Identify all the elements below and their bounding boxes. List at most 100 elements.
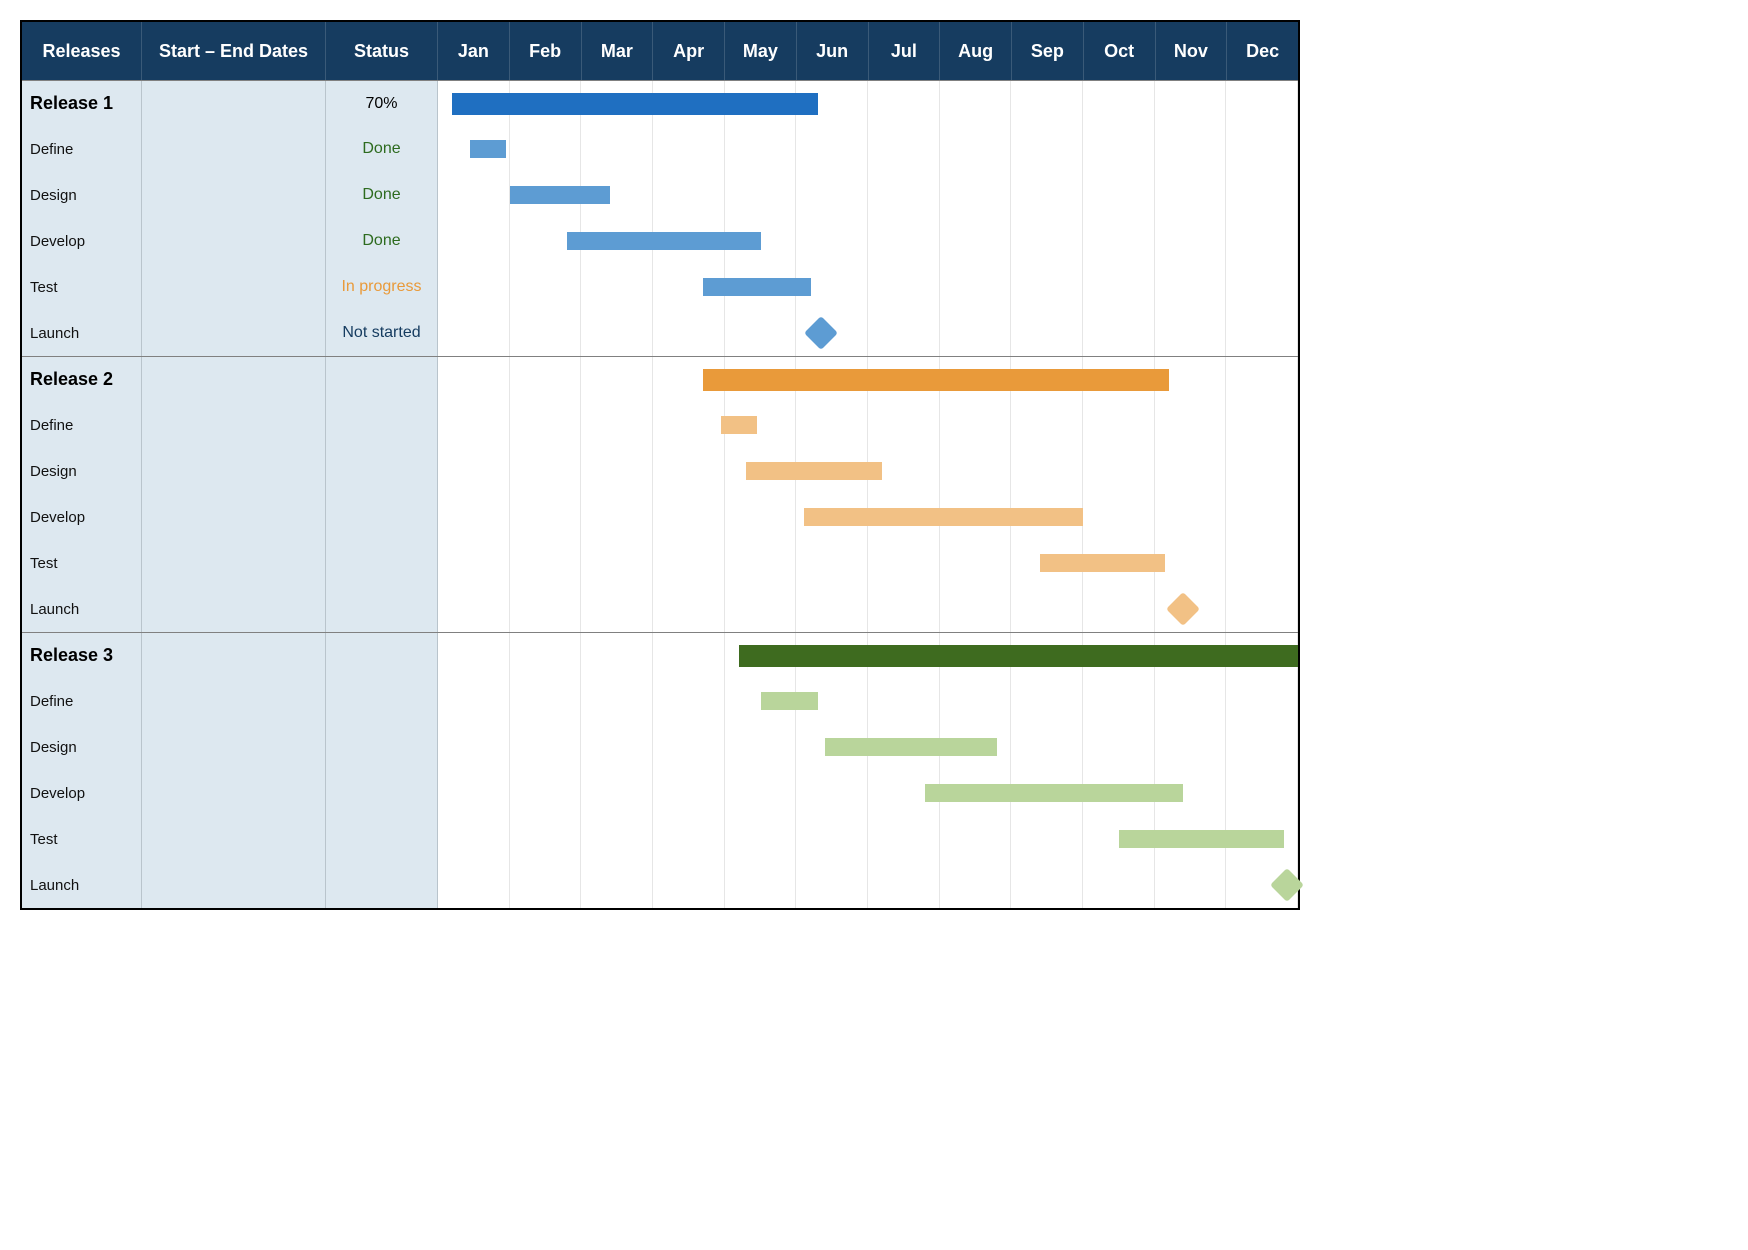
timeline-header: JanFebMarAprMayJunJulAugSepOctNovDec: [438, 22, 1298, 80]
task-row-2-3: Develop: [22, 494, 1298, 540]
release-row-2: Release 2: [22, 356, 1298, 402]
task-status: [326, 586, 438, 632]
task-dates: [142, 678, 326, 724]
task-name: Test: [22, 816, 142, 862]
task-bar: [510, 186, 610, 204]
task-timeline: [438, 770, 1298, 816]
month-col-oct: Oct: [1084, 22, 1156, 80]
task-bar: [746, 462, 882, 480]
task-status: Done: [326, 172, 438, 218]
task-status: [326, 678, 438, 724]
task-status: [326, 770, 438, 816]
task-timeline: [438, 586, 1298, 632]
release-dates: [142, 357, 326, 402]
task-dates: [142, 126, 326, 172]
milestone-diamond: [1166, 592, 1200, 626]
col-header-status: Status: [326, 22, 438, 80]
task-timeline: [438, 218, 1298, 264]
task-timeline: [438, 126, 1298, 172]
release-timeline: [438, 81, 1298, 126]
task-row-3-3: Develop: [22, 770, 1298, 816]
release-timeline: [438, 633, 1298, 678]
month-col-dec: Dec: [1227, 22, 1298, 80]
task-dates: [142, 816, 326, 862]
task-name: Design: [22, 724, 142, 770]
task-status: [326, 862, 438, 908]
release-row-3: Release 3: [22, 632, 1298, 678]
task-bar: [721, 416, 757, 434]
milestone-diamond: [1270, 868, 1304, 902]
task-bar: [925, 784, 1183, 802]
task-row-1-5: Launch Not started: [22, 310, 1298, 356]
release-status: [326, 633, 438, 678]
task-dates: [142, 586, 326, 632]
task-name: Launch: [22, 862, 142, 908]
task-name: Test: [22, 540, 142, 586]
task-status: [326, 724, 438, 770]
month-col-aug: Aug: [940, 22, 1012, 80]
month-col-jul: Jul: [869, 22, 941, 80]
task-timeline: [438, 402, 1298, 448]
task-timeline: [438, 540, 1298, 586]
task-bar: [1119, 830, 1284, 848]
month-col-jun: Jun: [797, 22, 869, 80]
task-row-2-2: Design: [22, 448, 1298, 494]
task-name: Define: [22, 678, 142, 724]
task-dates: [142, 540, 326, 586]
task-row-1-3: Develop Done: [22, 218, 1298, 264]
task-status: [326, 494, 438, 540]
task-timeline: [438, 494, 1298, 540]
release-row-1: Release 1 70%: [22, 80, 1298, 126]
task-row-1-2: Design Done: [22, 172, 1298, 218]
milestone-diamond: [804, 316, 838, 350]
task-name: Design: [22, 172, 142, 218]
header-row: Releases Start – End Dates Status JanFeb…: [22, 22, 1298, 80]
release-name: Release 3: [22, 633, 142, 678]
task-name: Define: [22, 126, 142, 172]
release-name: Release 2: [22, 357, 142, 402]
task-status: [326, 402, 438, 448]
task-dates: [142, 448, 326, 494]
release-timeline: [438, 357, 1298, 402]
col-header-dates: Start – End Dates: [142, 22, 326, 80]
task-name: Launch: [22, 586, 142, 632]
task-bar: [825, 738, 997, 756]
task-name: Launch: [22, 310, 142, 356]
col-header-releases: Releases: [22, 22, 142, 80]
task-bar: [761, 692, 818, 710]
task-status: [326, 448, 438, 494]
month-col-apr: Apr: [653, 22, 725, 80]
task-status: [326, 816, 438, 862]
month-col-nov: Nov: [1156, 22, 1228, 80]
task-name: Design: [22, 448, 142, 494]
task-row-1-4: Test In progress: [22, 264, 1298, 310]
task-timeline: [438, 172, 1298, 218]
task-name: Test: [22, 264, 142, 310]
task-dates: [142, 264, 326, 310]
task-status: [326, 540, 438, 586]
task-row-3-1: Define: [22, 678, 1298, 724]
task-dates: [142, 218, 326, 264]
task-timeline: [438, 678, 1298, 724]
task-timeline: [438, 310, 1298, 356]
task-dates: [142, 862, 326, 908]
month-col-sep: Sep: [1012, 22, 1084, 80]
month-col-mar: Mar: [582, 22, 654, 80]
task-timeline: [438, 862, 1298, 908]
task-bar: [804, 508, 1084, 526]
release-dates: [142, 81, 326, 126]
task-row-2-1: Define: [22, 402, 1298, 448]
task-timeline: [438, 724, 1298, 770]
task-row-3-2: Design: [22, 724, 1298, 770]
task-row-3-5: Launch: [22, 862, 1298, 908]
task-bar: [470, 140, 506, 158]
task-timeline: [438, 816, 1298, 862]
task-name: Develop: [22, 770, 142, 816]
release-dates: [142, 633, 326, 678]
task-timeline: [438, 264, 1298, 310]
task-row-1-1: Define Done: [22, 126, 1298, 172]
task-name: Define: [22, 402, 142, 448]
release-name: Release 1: [22, 81, 142, 126]
task-name: Develop: [22, 218, 142, 264]
task-dates: [142, 172, 326, 218]
